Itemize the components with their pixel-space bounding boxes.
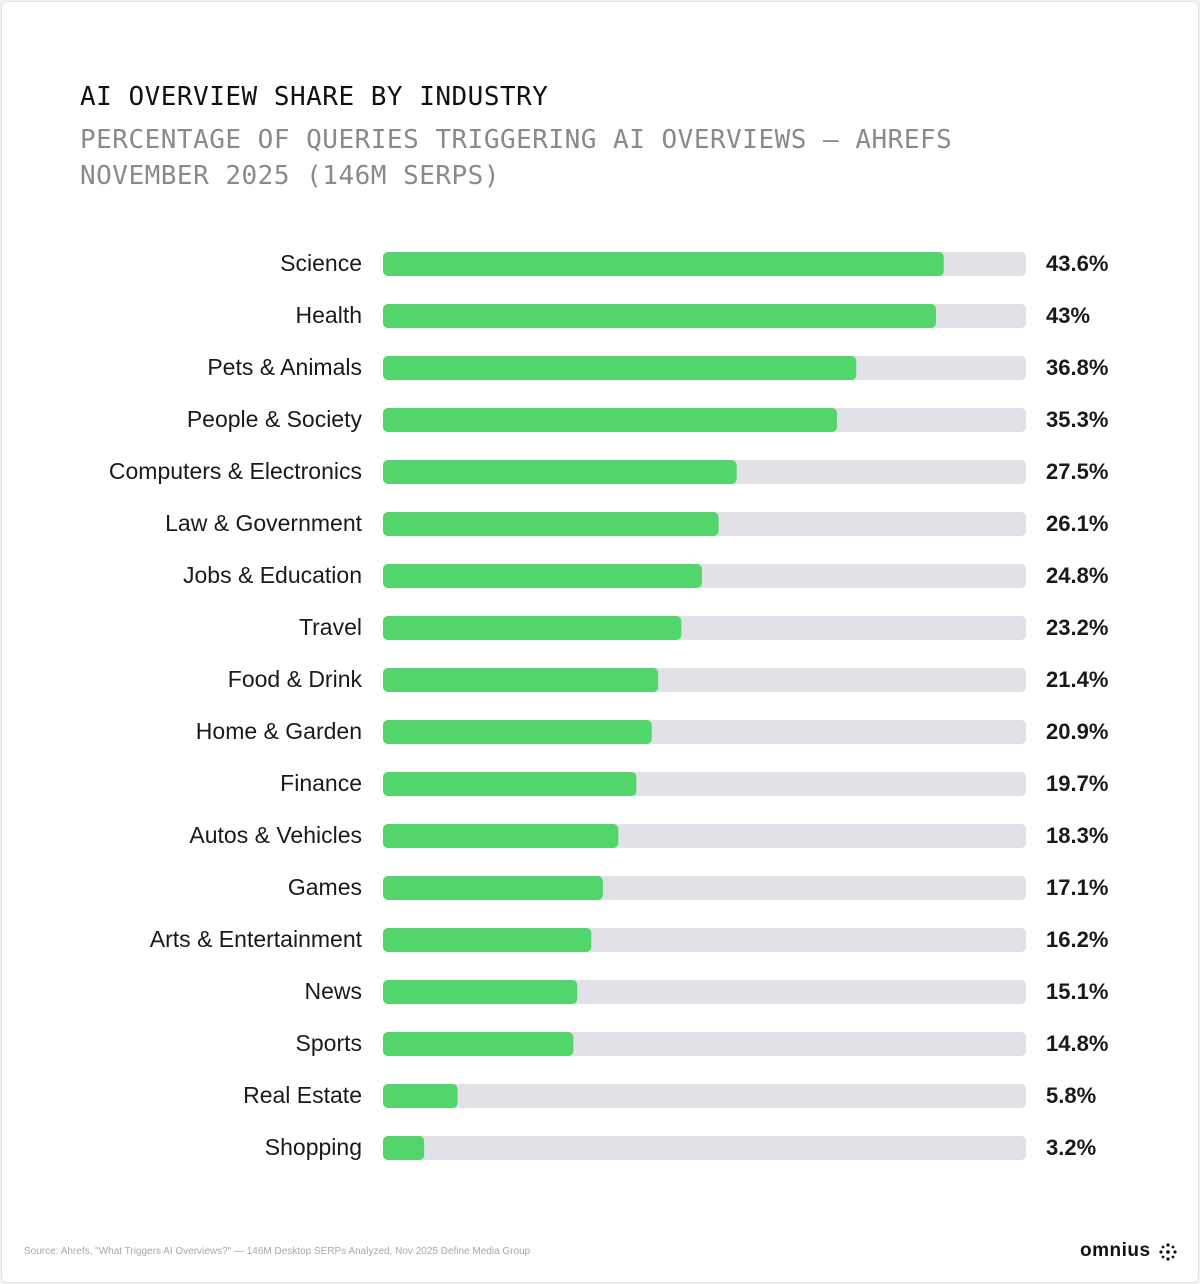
brand-logo: omnius: [1080, 1240, 1151, 1262]
category-label: Home & Garden: [196, 718, 362, 744]
brand-name: omnius: [1080, 1240, 1151, 1261]
bar: [383, 304, 936, 328]
brand-icon: [1159, 1243, 1177, 1261]
value-label: 15.1%: [1046, 979, 1108, 1004]
bar: [383, 928, 592, 952]
category-label: Science: [280, 250, 362, 276]
category-label: Computers & Electronics: [109, 458, 362, 484]
value-label: 17.1%: [1046, 875, 1108, 900]
value-label: 26.1%: [1046, 511, 1108, 536]
category-label: Arts & Entertainment: [150, 926, 363, 952]
category-label: Real Estate: [243, 1082, 362, 1108]
bar: [383, 1032, 574, 1056]
value-label: 19.7%: [1046, 771, 1108, 796]
bar: [383, 512, 719, 536]
bar-track: [383, 1084, 1026, 1108]
category-label: Law & Government: [165, 510, 362, 536]
value-label: 14.8%: [1046, 1031, 1108, 1056]
value-label: 27.5%: [1046, 459, 1108, 484]
source-note: Source: Ahrefs, "What Triggers AI Overvi…: [24, 1246, 531, 1257]
bar: [383, 408, 837, 432]
value-label: 43.6%: [1046, 251, 1108, 276]
category-label: Travel: [299, 614, 362, 640]
bar: [383, 980, 578, 1004]
bar: [383, 668, 659, 692]
category-label: Autos & Vehicles: [189, 822, 362, 848]
category-label: Pets & Animals: [207, 354, 362, 380]
bar: [383, 772, 637, 796]
category-label: Sports: [296, 1030, 362, 1056]
category-label: Jobs & Education: [183, 562, 362, 588]
bar: [383, 876, 603, 900]
chart-subtitle: PERCENTAGE OF QUERIES TRIGGERING AI OVER…: [80, 125, 953, 191]
category-label: News: [304, 978, 362, 1004]
value-label: 23.2%: [1046, 615, 1108, 640]
category-label: Shopping: [265, 1134, 362, 1160]
value-label: 20.9%: [1046, 719, 1108, 744]
value-label: 35.3%: [1046, 407, 1108, 432]
value-label: 36.8%: [1046, 355, 1108, 380]
bar: [383, 564, 702, 588]
bar: [383, 824, 619, 848]
value-label: 43%: [1046, 303, 1090, 328]
category-label: Food & Drink: [228, 666, 363, 692]
bar-track: [383, 1136, 1026, 1160]
chart-title: AI OVERVIEW SHARE BY INDUSTRY: [80, 82, 549, 112]
value-label: 16.2%: [1046, 927, 1108, 952]
value-label: 3.2%: [1046, 1135, 1096, 1160]
bar: [383, 1136, 425, 1160]
bar: [383, 720, 652, 744]
category-label: People & Society: [187, 406, 363, 432]
bar: [383, 616, 682, 640]
value-label: 18.3%: [1046, 823, 1108, 848]
bar: [383, 356, 857, 380]
value-label: 5.8%: [1046, 1083, 1096, 1108]
value-label: 24.8%: [1046, 563, 1108, 588]
category-label: Games: [288, 874, 362, 900]
bar: [383, 252, 944, 276]
value-label: 21.4%: [1046, 667, 1108, 692]
bar: [383, 1084, 458, 1108]
bar: [383, 460, 737, 484]
category-label: Health: [296, 302, 362, 328]
category-label: Finance: [280, 770, 362, 796]
